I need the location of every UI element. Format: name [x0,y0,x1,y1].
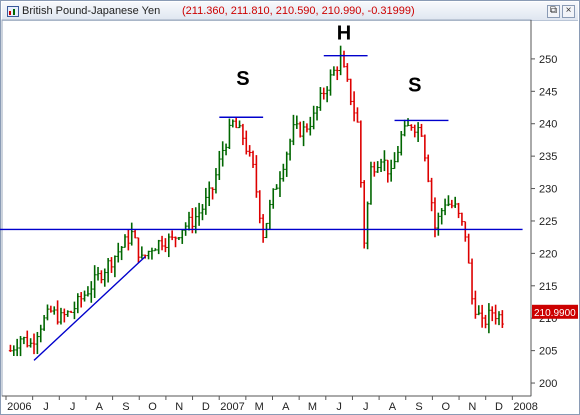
y-tick-label: 200 [539,378,557,390]
y-tick-label: 220 [539,248,557,260]
x-tick-label: D [495,401,503,413]
chart-icon [7,6,19,17]
x-tick-label: J [43,401,49,413]
y-tick-label: 225 [539,216,557,228]
y-tick-label: 245 [539,86,557,98]
x-tick-label: M [255,401,264,413]
close-button[interactable]: × [562,5,575,18]
pattern-label: S [236,68,249,90]
x-tick-label: J [363,401,369,413]
y-tick-label: 205 [539,346,557,358]
x-tick-label: 2008 [513,401,537,413]
x-tick-label: A [282,401,290,413]
x-tick-label: J [336,401,342,413]
y-tick-label: 215 [539,281,557,293]
y-tick-label: 230 [539,184,557,196]
window-title: British Pound-Japanese Yen [22,5,161,17]
x-tick-label: S [415,401,422,413]
x-tick-label: 2007 [220,401,244,413]
y-tick-label: 250 [539,54,557,66]
pattern-label: S [408,74,421,96]
y-tick-label: 235 [539,151,557,163]
x-tick-label: A [96,401,104,413]
x-tick-label: S [122,401,129,413]
x-tick-label: N [175,401,183,413]
x-tick-label: O [441,401,450,413]
ohlc-values: (211.360, 211.810, 210.590, 210.990, -0.… [182,5,415,17]
restore-button[interactable]: ⧉ [547,5,560,18]
last-price-box [532,304,578,319]
last-price-label: 210.9900 [534,308,576,319]
x-tick-label: N [468,401,476,413]
x-tick-label: 2006 [7,401,31,413]
x-tick-label: O [148,401,157,413]
x-tick-label: J [70,401,76,413]
x-tick-label: D [202,401,210,413]
x-tick-label: M [308,401,317,413]
y-tick-label: 240 [539,119,557,131]
pattern-label: H [337,22,351,44]
trendline-line [33,256,146,361]
x-tick-label: A [389,401,397,413]
